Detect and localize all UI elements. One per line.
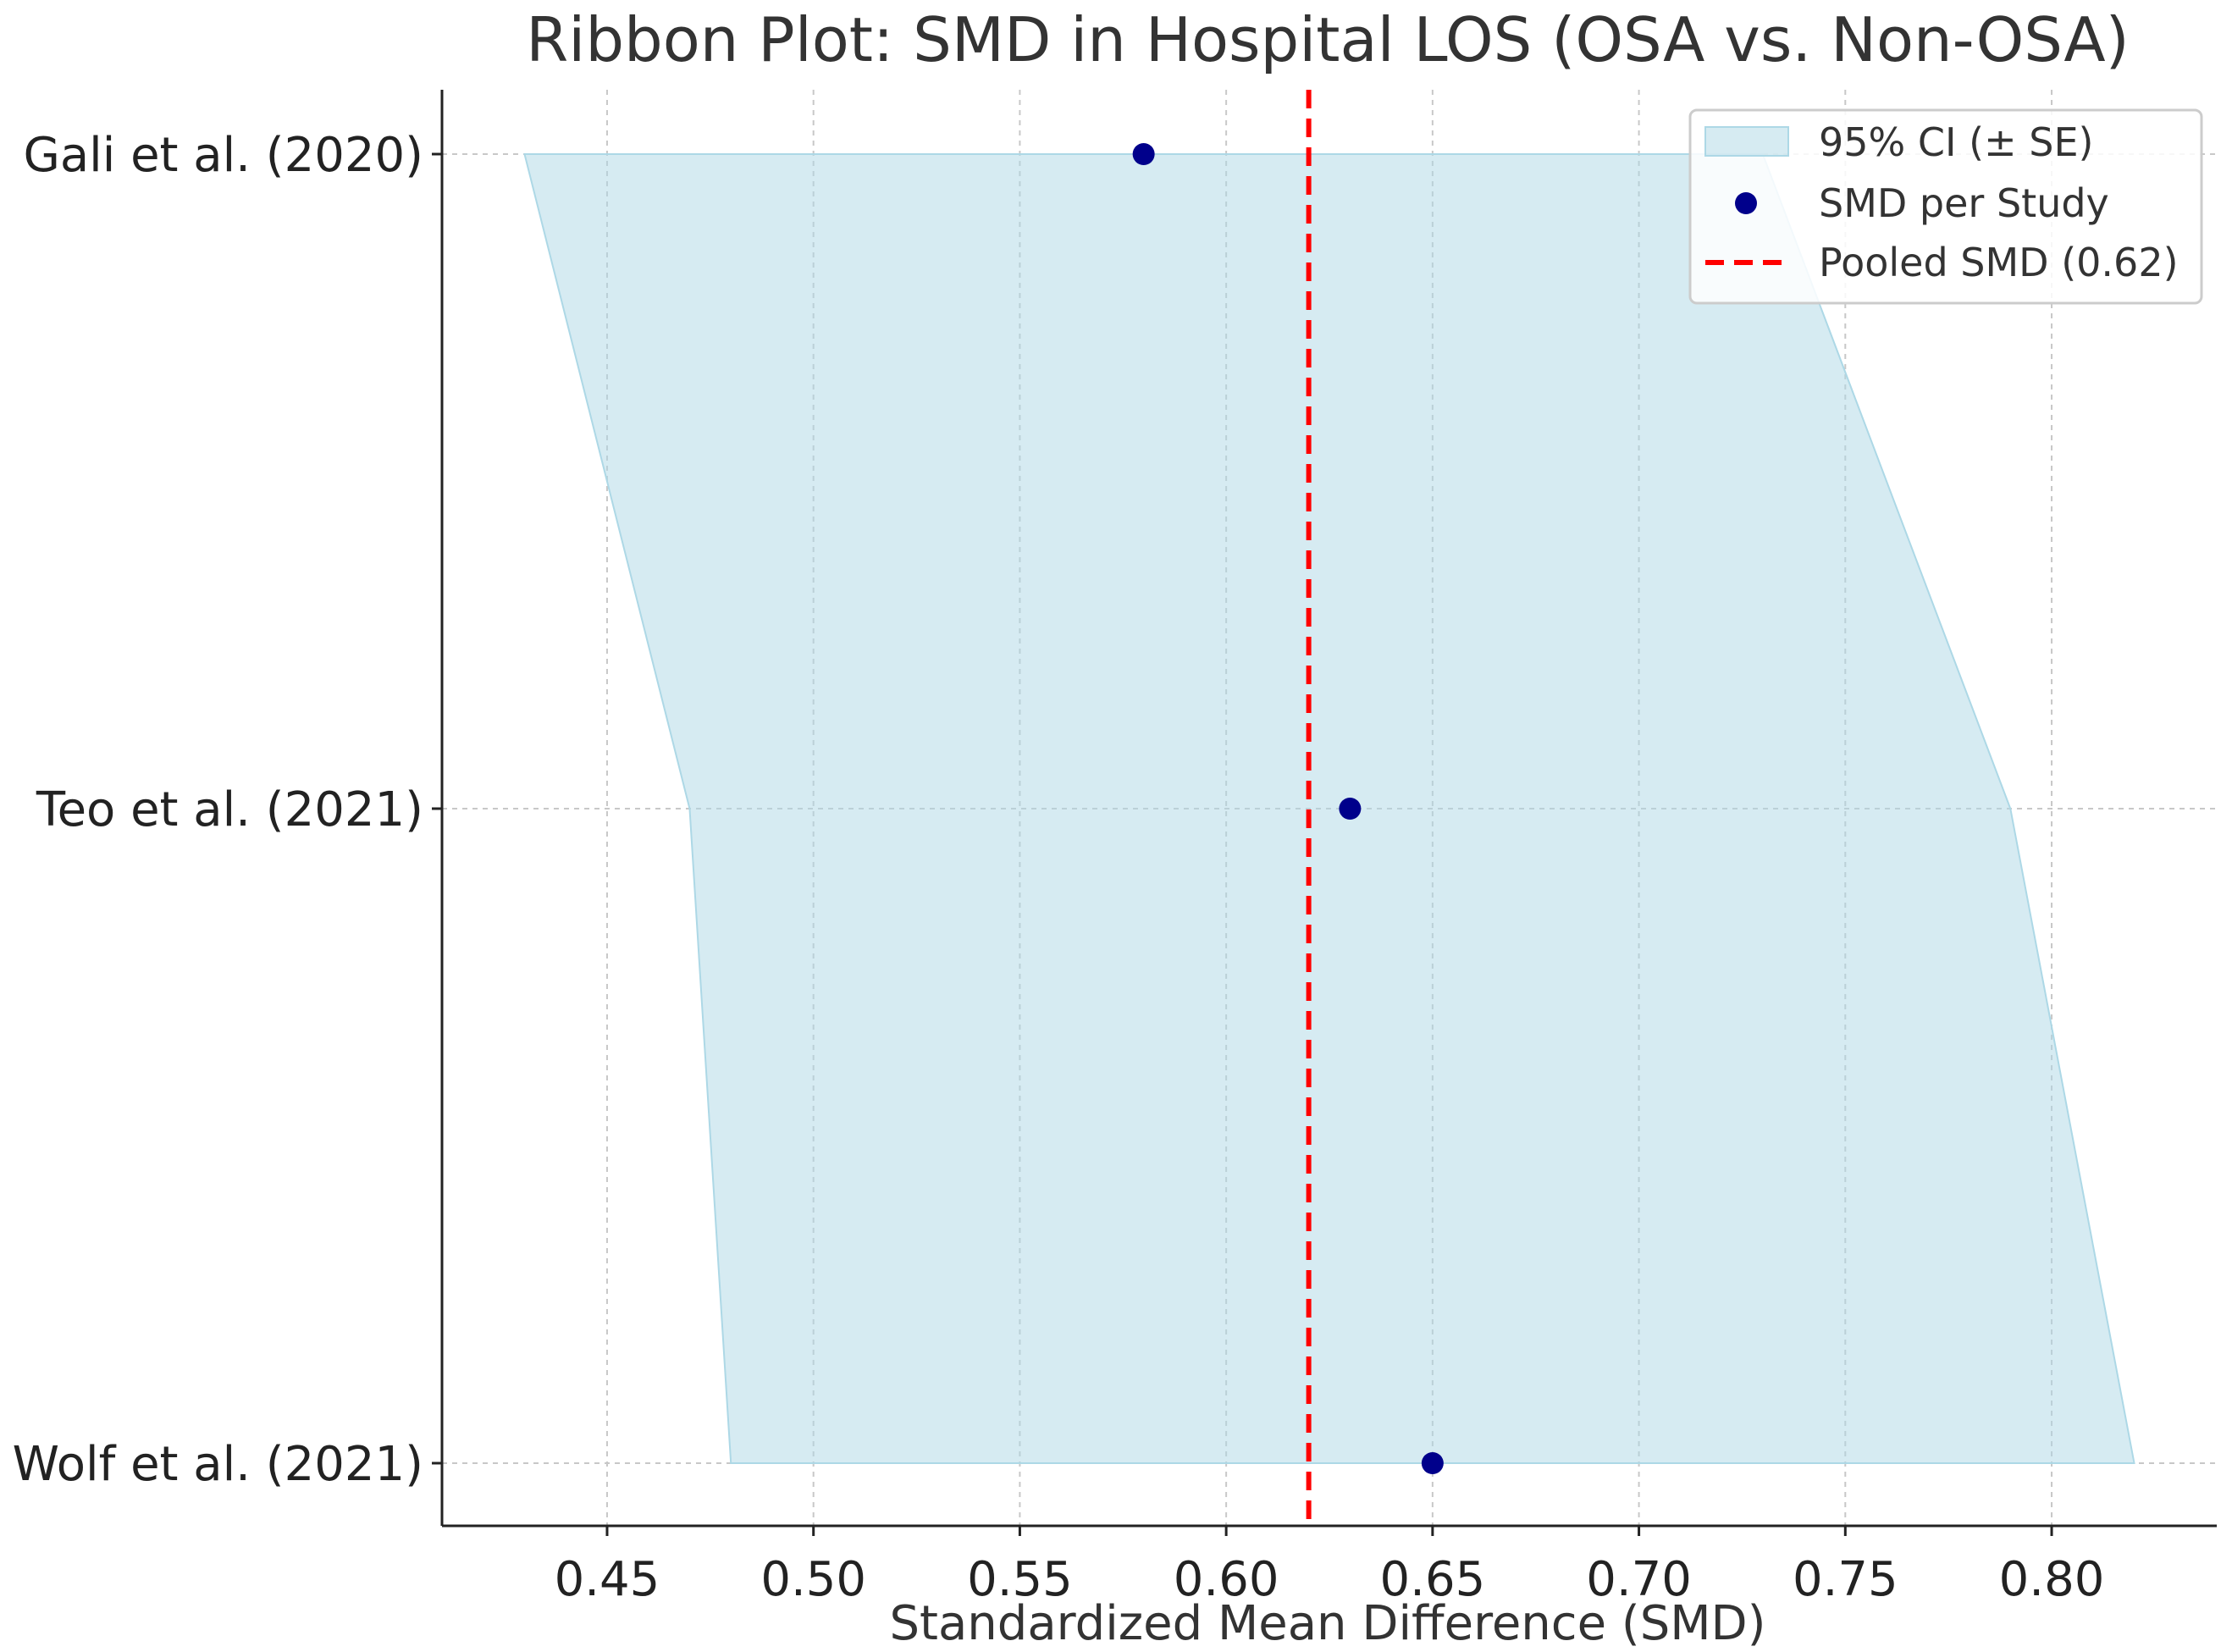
ci-ribbon-group (523, 153, 2135, 1464)
x-axis-label: Standardized Mean Difference (SMD) (889, 1596, 1765, 1651)
legend: 95% CI (± SE) SMD per Study Pooled SMD (… (1688, 108, 2203, 305)
study-points (1132, 143, 1444, 1474)
study-point (1132, 143, 1155, 165)
legend-point-marker (1735, 192, 1757, 214)
y-tick-label: Teo et al. (2021) (36, 782, 423, 837)
x-tick-label: 0.60 (1174, 1552, 1279, 1607)
chart-title: Ribbon Plot: SMD in Hospital LOS (OSA vs… (526, 4, 2129, 75)
x-tick-label: 0.50 (760, 1552, 866, 1607)
study-point (1339, 798, 1362, 820)
legend-label-pooled: Pooled SMD (0.62) (1819, 240, 2179, 285)
x-tick-label: 0.55 (967, 1552, 1073, 1607)
legend-label-ci: 95% CI (± SE) (1819, 119, 2094, 165)
ci-ribbon (523, 153, 2135, 1464)
tick-labels: 0.45 0.50 0.55 0.60 0.65 0.70 0.75 0.80 Gali et … (13, 128, 2105, 1607)
legend-box (1688, 108, 2203, 305)
y-tick-label: Gali et al. (2020) (23, 128, 423, 183)
x-tick-label: 0.75 (1793, 1552, 1898, 1607)
legend-ribbon-swatch (1704, 126, 1789, 157)
legend-label-points: SMD per Study (1819, 180, 2109, 226)
x-tick-label: 0.80 (1999, 1552, 2105, 1607)
y-tick-label: Wolf et al. (2021) (13, 1437, 423, 1492)
x-tick-label: 0.65 (1380, 1552, 1486, 1607)
x-tick-label: 0.45 (555, 1552, 660, 1607)
study-point (1421, 1452, 1444, 1474)
x-tick-label: 0.70 (1586, 1552, 1692, 1607)
